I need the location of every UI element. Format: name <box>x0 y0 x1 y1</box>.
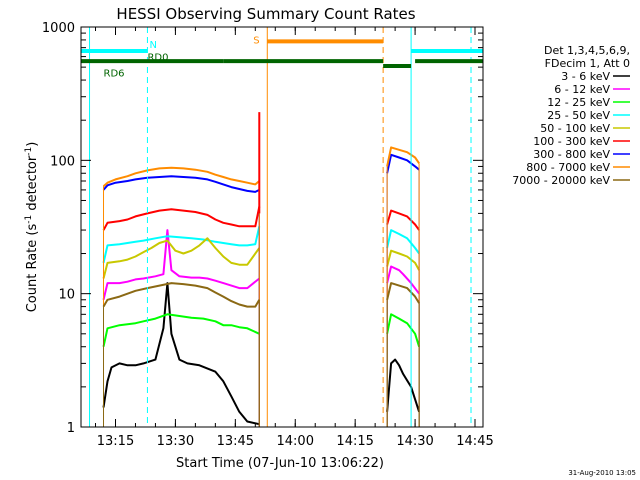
y-axis-label-sup1: -1 <box>24 215 34 224</box>
x-tick-label: 13:30 <box>157 434 194 449</box>
night-label: N <box>149 40 156 51</box>
x-axis-label: Start Time (07-Jun-10 13:06:22) <box>176 456 384 471</box>
x-tick-label: 14:45 <box>456 434 493 449</box>
legend-entry-label: 12 - 25 keV <box>547 96 610 109</box>
x-tick-label: 14:30 <box>396 434 433 449</box>
legend-entry-label: 7000 - 20000 keV <box>512 174 610 187</box>
legend: Det 1,3,4,5,6,9, FDecim 1, Att 0 3 - 6 k… <box>512 44 630 187</box>
y-tick-label: 10 <box>58 288 75 303</box>
legend-entry-label: 6 - 12 keV <box>554 83 610 96</box>
decimation-label: RD0 <box>147 53 168 64</box>
plot-frame <box>80 26 484 428</box>
legend-header-line-2: FDecim 1, Att 0 <box>545 57 630 70</box>
x-tick-label: 14:15 <box>336 434 373 449</box>
legend-entry-label: 100 - 300 keV <box>533 135 610 148</box>
series-line <box>386 313 421 347</box>
series-line <box>386 229 420 255</box>
series-line <box>102 282 261 308</box>
legend-entry-label: 25 - 50 keV <box>547 109 610 122</box>
series-line <box>102 226 261 264</box>
y-tick-label: 100 <box>50 154 75 169</box>
series-line <box>102 229 260 301</box>
y-axis-label-sup2: -1 <box>24 147 34 156</box>
series-line <box>386 146 420 167</box>
y-axis-label-main: Count Rate (s <box>25 224 40 313</box>
series-line <box>102 282 260 426</box>
decimation-label: RD6 <box>104 69 125 80</box>
footer-timestamp: 31-Aug-2010 13:05 <box>568 469 636 477</box>
series-line <box>386 249 420 271</box>
x-tick-label: 14:00 <box>277 434 314 449</box>
chart-title: HESSI Observing Summary Count Rates <box>116 5 415 23</box>
y-axis-label-mid: detector <box>25 155 40 215</box>
series-line <box>102 175 260 193</box>
legend-entry-label: 50 - 100 keV <box>540 122 610 135</box>
plot-annotations: N S RD0 RD6 <box>81 27 483 427</box>
series-line <box>102 313 260 347</box>
y-axis: 1 10 100 1000 <box>42 21 483 436</box>
legend-header-line-1: Det 1,3,4,5,6,9, <box>544 44 630 57</box>
series-line <box>102 166 260 187</box>
x-tick-label: 13:45 <box>217 434 254 449</box>
y-tick-label: 1000 <box>42 21 75 36</box>
x-tick-label: 13:15 <box>97 434 134 449</box>
plot-lines <box>102 112 421 427</box>
y-axis-label: Count Rate (s-1 detector-1) <box>24 142 40 313</box>
legend-entry-label: 800 - 7000 keV <box>526 161 610 174</box>
series-line <box>386 265 420 295</box>
legend-entry-label: 300 - 800 keV <box>533 148 610 161</box>
series-line <box>386 282 420 304</box>
saa-label: S <box>253 35 259 46</box>
series-line <box>102 206 261 231</box>
y-tick-label: 1 <box>67 421 75 436</box>
series-line <box>102 237 261 279</box>
series-line <box>386 153 420 174</box>
legend-entry-label: 3 - 6 keV <box>561 70 610 83</box>
y-axis-label-end: ) <box>25 142 40 147</box>
x-axis: 13:15 13:30 13:45 14:00 14:15 14:30 14:45 <box>95 27 494 449</box>
series-line <box>386 209 420 231</box>
